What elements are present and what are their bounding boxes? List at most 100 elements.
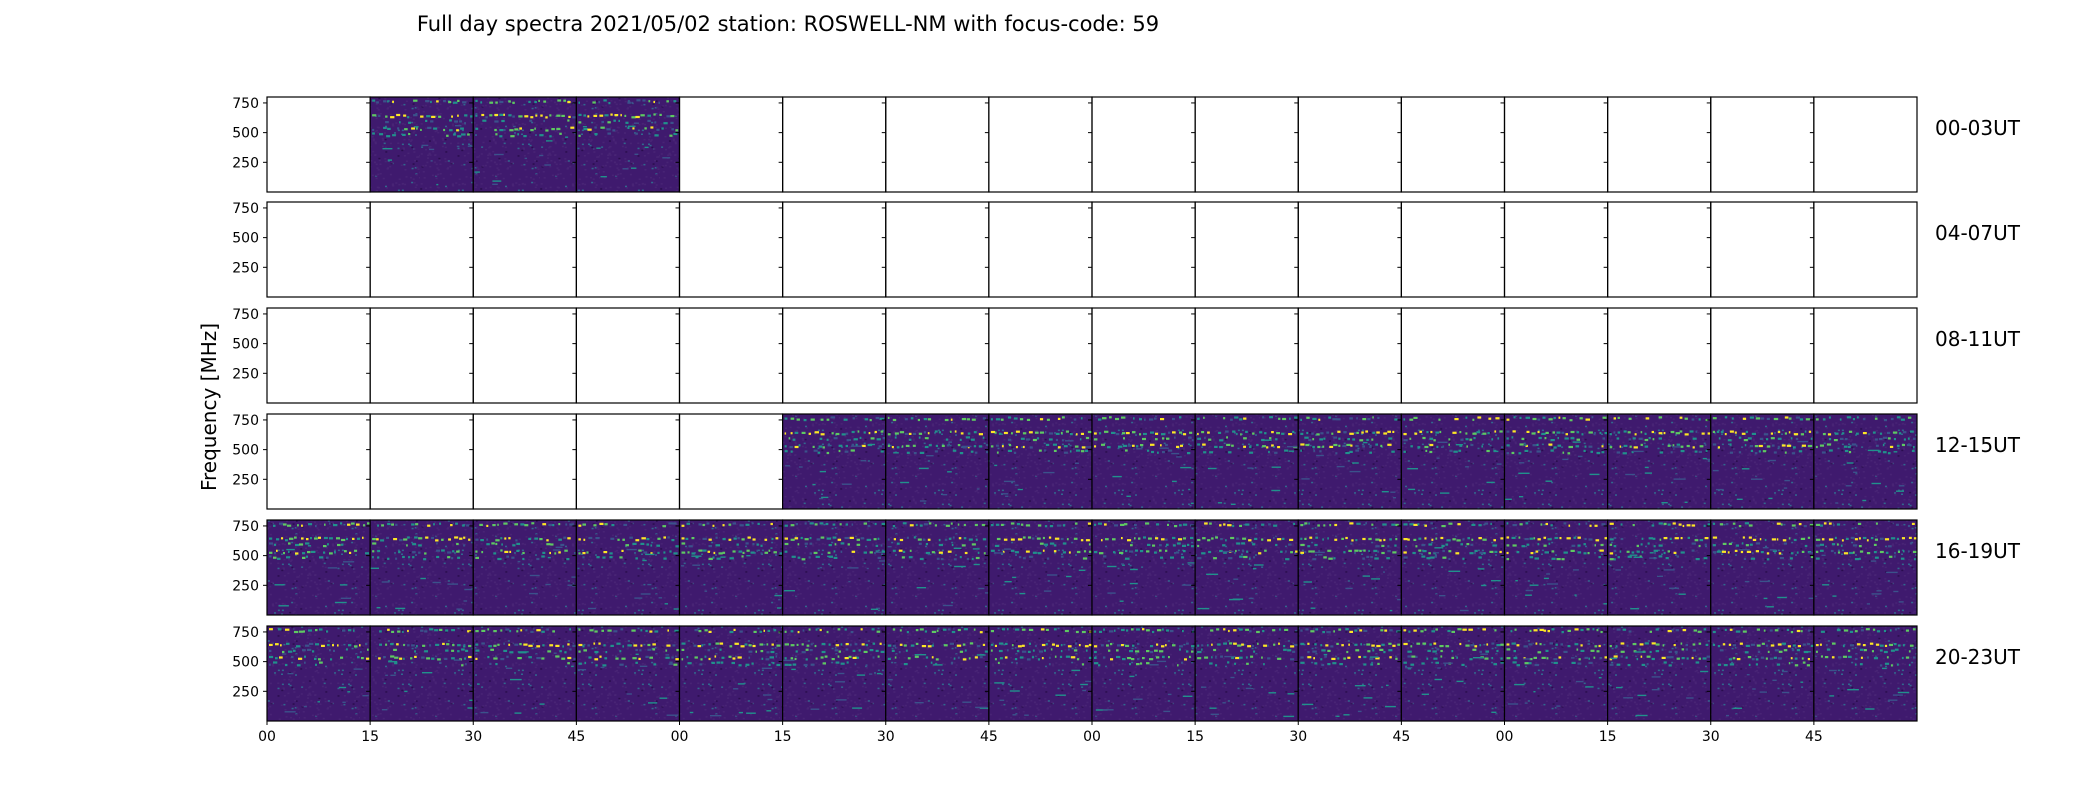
x-tick-label: 30 [464,729,482,745]
spectrum-panel [1809,625,1918,722]
y-tick-label: 750 [232,625,259,641]
y-axis-label: Frequency [MHz] [197,323,221,491]
y-tick-label: 250 [232,684,259,700]
y-tick-label: 750 [232,519,259,535]
y-tick-label: 750 [232,201,259,217]
spectrum-panel [1706,519,1816,616]
spectrum-panel [1706,307,1815,404]
spectrum-panel [366,307,474,404]
y-tick-label: 500 [232,231,259,247]
spectrum-panel [1706,413,1815,510]
spectrum-panel [572,96,681,193]
spectrum-panel [263,519,371,616]
row-time-label: 08-11UT [1935,327,2021,351]
spectrum-panel [469,519,582,616]
spectrum-panel [1500,625,1609,722]
spectrum-panel [1397,201,1506,298]
spectrum-panel [572,625,681,722]
spectrum-panel [1500,307,1609,404]
spectrum-panel [572,201,681,298]
spectrum-panel [263,307,371,404]
spectrum-panel [1397,96,1506,193]
y-tick-label: 750 [232,307,259,323]
spectrum-panel [1397,413,1506,510]
spectrum-panel [1603,519,1712,616]
spectrum-panel [1191,519,1299,616]
spectrum-panel [1191,625,1299,722]
spectrum-panel [366,201,474,298]
spectrum-panel [778,519,889,616]
spectrum-panel [1809,201,1918,298]
spectrum-panel [263,625,371,722]
spectrum-panel [984,413,1093,510]
spectrum-panel [1294,625,1402,722]
x-tick-label: 00 [1496,729,1514,745]
spectrum-panel [572,307,681,404]
spectrum-panel [1397,307,1506,404]
x-tick-label: 30 [1289,729,1307,745]
spectrum-panel [263,413,371,510]
spectrum-panel [1191,307,1299,404]
spectrum-panel [1500,519,1612,616]
spectrum-panel [469,625,577,722]
spectrum-panel [1191,413,1299,510]
spectrum-panel [675,96,784,193]
row-time-label: 12-15UT [1935,433,2021,457]
spectrum-panel [881,307,990,404]
spectrum-panel [1809,307,1918,404]
x-tick-label: 45 [980,729,998,745]
spectrum-panel [572,519,683,616]
spectrum-panel [1294,307,1402,404]
spectra-row: 250 500 750 12-15UT [232,413,2021,510]
spectrum-panel [1088,413,1196,510]
spectrum-panel [1294,519,1405,616]
row-time-label: 20-23UT [1935,645,2021,669]
spectrum-panel [263,201,371,298]
spectra-row: 250 500 750 16-19UT [232,519,2021,616]
x-tick-label: 15 [1186,729,1204,745]
spectra-row: 250 500 750 04-07UT [232,201,2021,298]
spectrum-panel [675,413,784,510]
spectrum-panel [881,96,990,193]
spectrum-panel [1603,201,1712,298]
row-time-label: 16-19UT [1935,539,2021,563]
spectrum-panel [1603,413,1716,510]
spectra-row: 250 500 750 08-11UT [232,307,2021,404]
x-axis-ticks: 00 15 30 45 00 15 30 45 00 15 30 45 00 15 30 45 [258,721,1823,745]
spectrum-panel [1809,519,1918,616]
spectrum-panel [984,96,1093,193]
spectrum-panel [1706,625,1815,722]
spectrum-panel [778,307,887,404]
spectrum-panel [675,625,784,722]
spectrum-panel [881,201,990,298]
y-tick-label: 250 [232,472,259,488]
spectrum-panel [984,201,1093,298]
y-tick-label: 250 [232,366,259,382]
x-tick-label: 45 [567,729,585,745]
spectrum-panel [1294,96,1402,193]
spectrum-panel [881,519,996,616]
spectrum-panel [1294,201,1402,298]
x-tick-label: 45 [1392,729,1410,745]
panel-rows: 250 500 750 00-03UT 250 500 750 04-07UT 250 500 75… [232,96,2021,722]
spectrum-panel [881,625,990,722]
spectrum-panel [469,307,577,404]
x-tick-label: 00 [1083,729,1101,745]
spectrum-panel [366,519,474,616]
spectrum-panel [366,413,474,510]
spectrum-panel [675,307,784,404]
x-tick-label: 00 [258,729,276,745]
x-tick-label: 15 [1599,729,1617,745]
y-tick-label: 750 [232,413,259,429]
spectrum-panel [469,413,577,510]
y-tick-label: 250 [232,155,259,171]
chart-title: Full day spectra 2021/05/02 station: ROS… [417,12,1159,36]
spectrum-panel [984,625,1094,722]
spectrum-panel [675,519,786,616]
x-tick-label: 30 [1702,729,1720,745]
spectrum-panel [469,201,577,298]
spectrum-panel [1706,201,1815,298]
spectrum-panel [984,519,1093,616]
spectrum-panel [263,96,371,193]
spectrum-panel [1603,625,1712,722]
